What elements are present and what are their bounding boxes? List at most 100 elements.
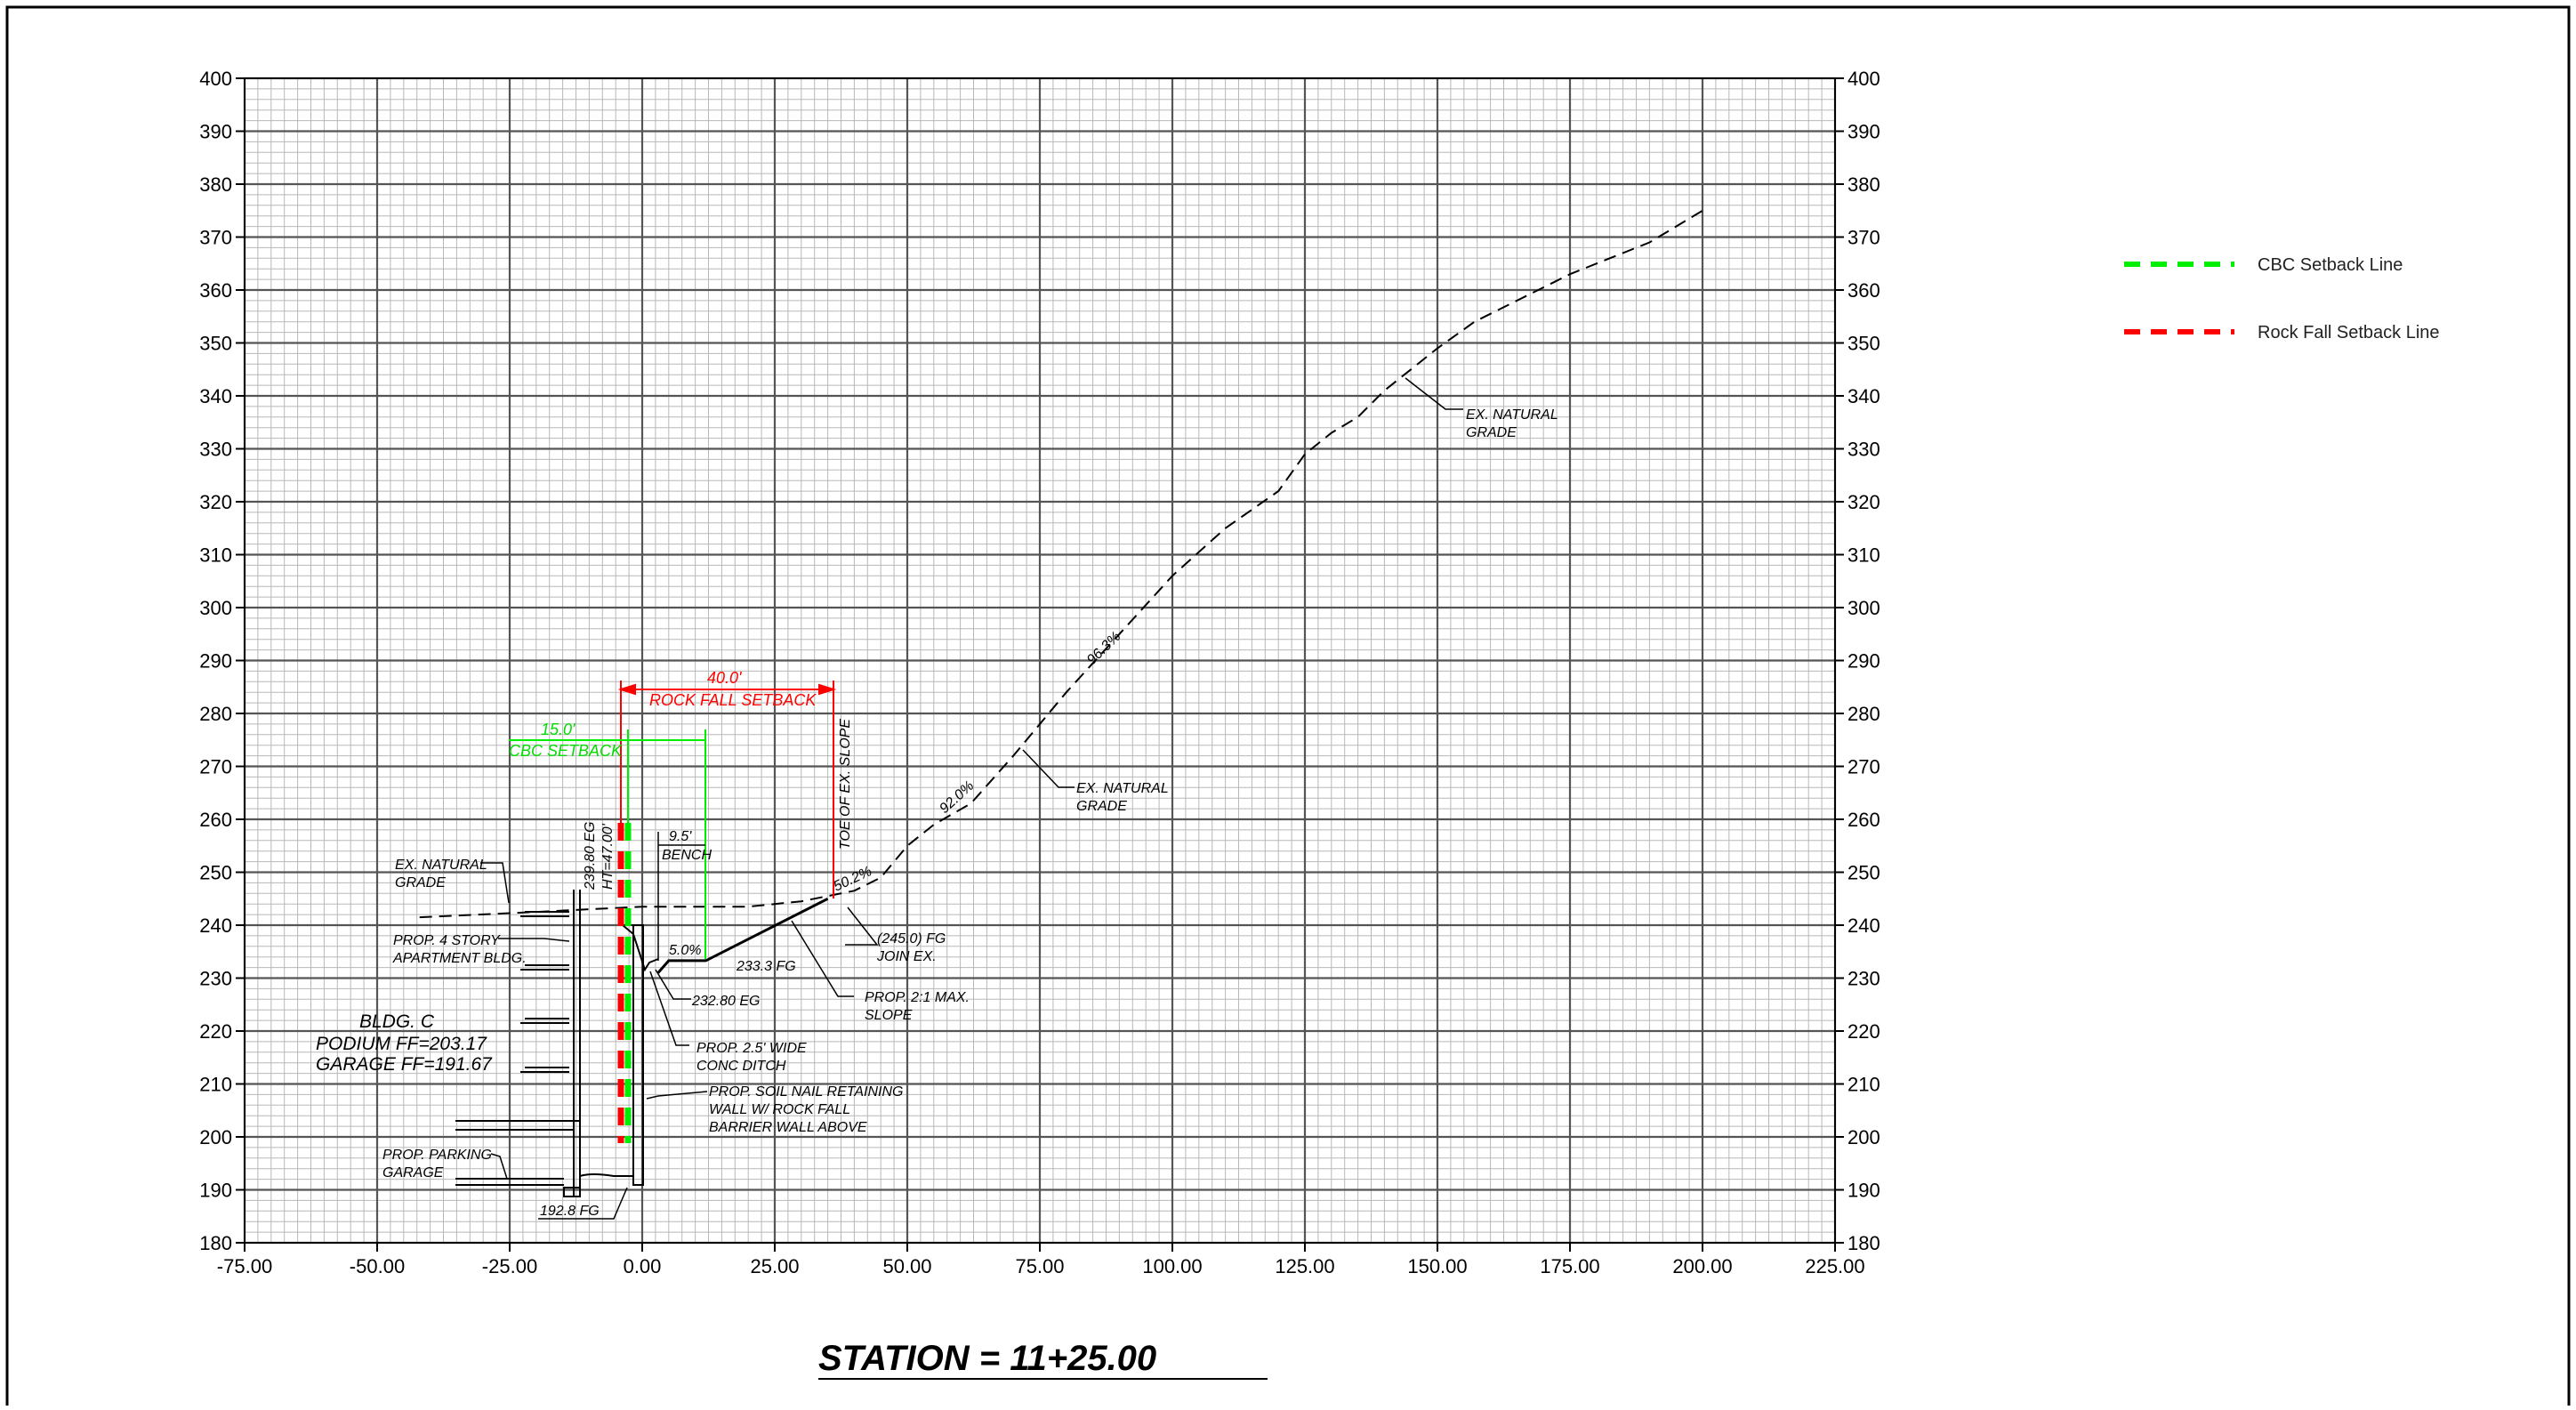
y-tick-label: 180 bbox=[199, 1232, 232, 1254]
y-tick-label: 400 bbox=[199, 68, 232, 90]
fg-bottom-label: 192.8 FG bbox=[540, 1204, 600, 1219]
y-tick-label: 260 bbox=[1847, 809, 1880, 831]
ditch-label-1: PROP. 2.5' WIDE bbox=[696, 1041, 807, 1056]
existing-grade-line bbox=[419, 209, 1703, 919]
y-tick-label: 250 bbox=[199, 862, 232, 884]
y-axis-right: 180 190 200 210 220 230 240 250 260 270 280 290 300 3… bbox=[1835, 68, 1880, 1254]
rockfall-dimension bbox=[617, 681, 837, 898]
x-tick-label: -50.00 bbox=[350, 1255, 405, 1277]
x-tick-label: 200.00 bbox=[1672, 1255, 1732, 1277]
x-axis: -75.00 -50.00 -25.00 0.00 25.00 50.00 75.00 100… bbox=[217, 1243, 1865, 1277]
y-tick-label: 380 bbox=[199, 173, 232, 196]
y-tick-label: 380 bbox=[1847, 173, 1880, 196]
x-tick-label: 50.00 bbox=[882, 1255, 931, 1277]
bench-label: BENCH bbox=[662, 848, 712, 863]
y-tick-label: 370 bbox=[199, 227, 232, 249]
y-tick-label: 310 bbox=[1847, 544, 1880, 567]
y-tick-label: 260 bbox=[199, 809, 232, 831]
legend-label-rockfall: Rock Fall Setback Line bbox=[2258, 323, 2440, 342]
parking-label-1: PROP. PARKING bbox=[382, 1148, 492, 1163]
y-tick-label: 290 bbox=[199, 650, 232, 673]
y-tick-label: 180 bbox=[1847, 1232, 1880, 1254]
bench-distance: 9.5' bbox=[669, 829, 692, 844]
y-tick-label: 200 bbox=[1847, 1126, 1880, 1148]
y-tick-label: 190 bbox=[199, 1180, 232, 1202]
x-tick-label: -75.00 bbox=[217, 1255, 272, 1277]
y-tick-label: 270 bbox=[199, 756, 232, 778]
y-tick-label: 320 bbox=[1847, 491, 1880, 513]
rockfall-label: ROCK FALL SETBACK bbox=[649, 691, 817, 709]
join-label-1: (245.0) FG bbox=[877, 931, 946, 947]
station-title: STATION = 11+25.00 bbox=[818, 1339, 1156, 1378]
ex-grade-top-label-2: GRADE bbox=[1466, 425, 1517, 440]
join-label-2: JOIN EX. bbox=[876, 949, 937, 964]
slope-label-2: SLOPE bbox=[865, 1008, 913, 1023]
y-tick-label: 300 bbox=[199, 597, 232, 619]
legend-label-cbc: CBC Setback Line bbox=[2258, 255, 2403, 275]
ex-grade-top-label-1: EX. NATURAL bbox=[1466, 407, 1558, 423]
ditch-label-2: CONC DITCH bbox=[696, 1059, 786, 1074]
y-tick-label: 250 bbox=[1847, 862, 1880, 884]
ex-grade-mid-label-2: GRADE bbox=[1076, 799, 1127, 814]
toe-label: TOE OF EX. SLOPE bbox=[838, 719, 853, 850]
proposed-grade-line bbox=[656, 897, 829, 974]
pct-96-label: 96.3% bbox=[1084, 629, 1123, 668]
bldg-label: BLDG. C bbox=[359, 1011, 435, 1032]
y-tick-label: 340 bbox=[199, 385, 232, 407]
garage-floor-link bbox=[579, 1173, 633, 1177]
x-tick-label: 0.00 bbox=[624, 1255, 662, 1277]
y-tick-label: 200 bbox=[199, 1126, 232, 1148]
y-tick-label: 320 bbox=[199, 491, 232, 513]
building-structure bbox=[455, 890, 659, 1197]
y-tick-label: 290 bbox=[1847, 650, 1880, 673]
y-tick-label: 350 bbox=[1847, 333, 1880, 355]
y-tick-label: 220 bbox=[1847, 1020, 1880, 1043]
y-tick-label: 230 bbox=[199, 968, 232, 990]
y-tick-label: 280 bbox=[199, 703, 232, 725]
apartment-label-1: PROP. 4 STORY bbox=[393, 933, 501, 948]
profile-series bbox=[419, 209, 1703, 974]
y-tick-label: 360 bbox=[1847, 279, 1880, 302]
x-tick-label: 225.00 bbox=[1805, 1255, 1864, 1277]
x-tick-label: 125.00 bbox=[1275, 1255, 1334, 1277]
parking-label-2: GARAGE bbox=[382, 1165, 444, 1180]
y-tick-label: 400 bbox=[1847, 68, 1880, 90]
y-tick-label: 210 bbox=[199, 1074, 232, 1096]
eg-vertical-label: 239.80 EG bbox=[583, 822, 598, 891]
cbc-distance: 15.0' bbox=[541, 721, 576, 738]
ht-vertical-label: HT=47.00' bbox=[600, 823, 616, 890]
y-axis-left: 180 190 200 210 220 230 240 250 260 270 280 290 300 3… bbox=[199, 68, 245, 1254]
ex-grade-left-label-1: EX. NATURAL bbox=[395, 858, 487, 873]
eg-ditch-label: 232.80 EG bbox=[691, 994, 761, 1009]
y-tick-label: 390 bbox=[199, 121, 232, 143]
wall-label-1: PROP. SOIL NAIL RETAINING bbox=[709, 1084, 903, 1100]
x-tick-label: 25.00 bbox=[750, 1255, 799, 1277]
cbc-label: CBC SETBACK bbox=[509, 742, 623, 760]
y-tick-label: 340 bbox=[1847, 385, 1880, 407]
y-tick-label: 220 bbox=[199, 1020, 232, 1043]
y-tick-label: 310 bbox=[199, 544, 232, 567]
ex-grade-left-label-2: GRADE bbox=[395, 875, 446, 890]
x-tick-label: -25.00 bbox=[482, 1255, 537, 1277]
y-tick-label: 330 bbox=[199, 439, 232, 461]
fg-bench-label: 233.3 FG bbox=[736, 959, 796, 974]
y-tick-label: 370 bbox=[1847, 227, 1880, 249]
y-tick-label: 270 bbox=[1847, 756, 1880, 778]
ditch-slope-label: 5.0% bbox=[669, 943, 701, 958]
y-tick-label: 240 bbox=[199, 914, 232, 937]
wall-label-3: BARRIER WALL ABOVE bbox=[709, 1120, 867, 1135]
apartment-label-2: APARTMENT BLDG. bbox=[392, 951, 527, 966]
leader-lines bbox=[480, 377, 1463, 1220]
bench-dimension bbox=[657, 832, 705, 961]
y-tick-label: 280 bbox=[1847, 703, 1880, 725]
cbc-dimension bbox=[509, 729, 706, 959]
ex-grade-mid-label-1: EX. NATURAL bbox=[1076, 781, 1169, 796]
y-tick-label: 350 bbox=[199, 333, 232, 355]
rockfall-distance: 40.0' bbox=[707, 669, 742, 687]
legend: CBC Setback Line Rock Fall Setback Line bbox=[2124, 255, 2440, 342]
wall-label-2: WALL W/ ROCK FALL bbox=[709, 1102, 850, 1117]
y-tick-label: 210 bbox=[1847, 1074, 1880, 1096]
y-tick-label: 230 bbox=[1847, 968, 1880, 990]
y-tick-label: 300 bbox=[1847, 597, 1880, 619]
